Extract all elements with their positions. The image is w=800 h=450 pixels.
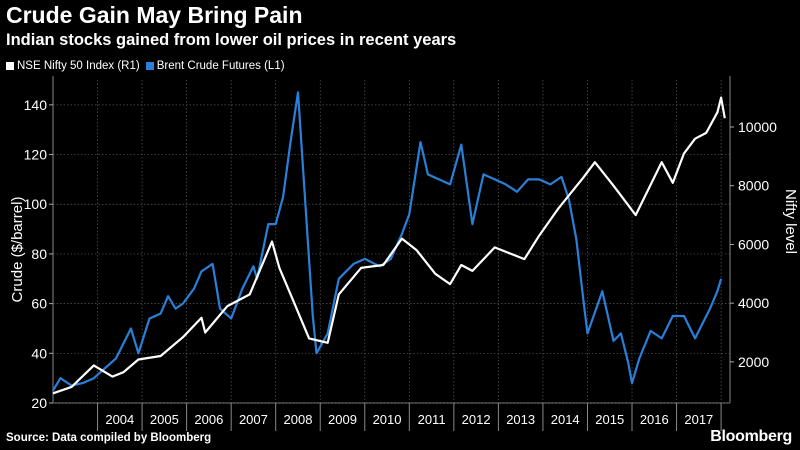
chart-subtitle: Indian stocks gained from lower oil pric…	[6, 31, 457, 49]
left-tick-label: 40	[31, 345, 47, 361]
right-tick-label: 4000	[738, 295, 769, 311]
left-tick-label: 20	[31, 395, 47, 411]
legend: NSE Nifty 50 Index (R1) Brent Crude Futu…	[6, 60, 291, 72]
left-axis-title: Crude ($/barrel)	[9, 197, 26, 303]
x-tick-label: 2011	[418, 412, 446, 427]
left-tick-label: 120	[24, 147, 48, 163]
x-tick-label: 2006	[194, 412, 223, 427]
source-note: Source: Data compiled by Bloomberg	[6, 432, 212, 444]
legend-label-brent: Brent Crude Futures (L1)	[156, 60, 285, 72]
x-tick-label: 2005	[150, 412, 179, 427]
left-tick-label: 80	[31, 246, 47, 262]
x-tick-label: 2010	[373, 412, 402, 427]
x-tick-label: 2014	[551, 412, 580, 427]
chart-title: Crude Gain May Bring Pain	[6, 2, 303, 28]
right-tick-label: 2000	[738, 354, 769, 370]
legend-item-nifty: NSE Nifty 50 Index (R1)	[6, 60, 140, 72]
left-tick-label: 60	[31, 296, 47, 312]
left-tick-label: 100	[24, 196, 48, 212]
x-tick-label: 2009	[328, 412, 357, 427]
right-axis-title: Nifty level	[782, 189, 799, 254]
legend-item-brent: Brent Crude Futures (L1)	[145, 60, 285, 72]
x-tick-label: 2013	[506, 412, 535, 427]
x-tick-label: 2016	[640, 412, 669, 427]
x-tick-label: 2004	[105, 412, 134, 427]
x-tick-label: 2007	[239, 412, 268, 427]
series-line-nifty	[52, 96, 726, 395]
x-tick-label: 2012	[462, 412, 491, 427]
x-tick-label: 2017	[684, 412, 713, 427]
left-tick-label: 140	[24, 97, 48, 113]
legend-swatch-brent	[145, 62, 154, 70]
right-tick-label: 10000	[738, 119, 777, 135]
x-tick-label: 2008	[284, 412, 313, 427]
legend-swatch-nifty	[6, 62, 14, 70]
right-tick-label: 6000	[738, 236, 769, 252]
right-tick-label: 8000	[738, 178, 769, 194]
x-tick-label: 2015	[595, 412, 624, 427]
series-line-brent	[52, 91, 723, 392]
brand-logo: Bloomberg	[710, 428, 792, 445]
legend-label-nifty: NSE Nifty 50 Index (R1)	[17, 60, 140, 72]
